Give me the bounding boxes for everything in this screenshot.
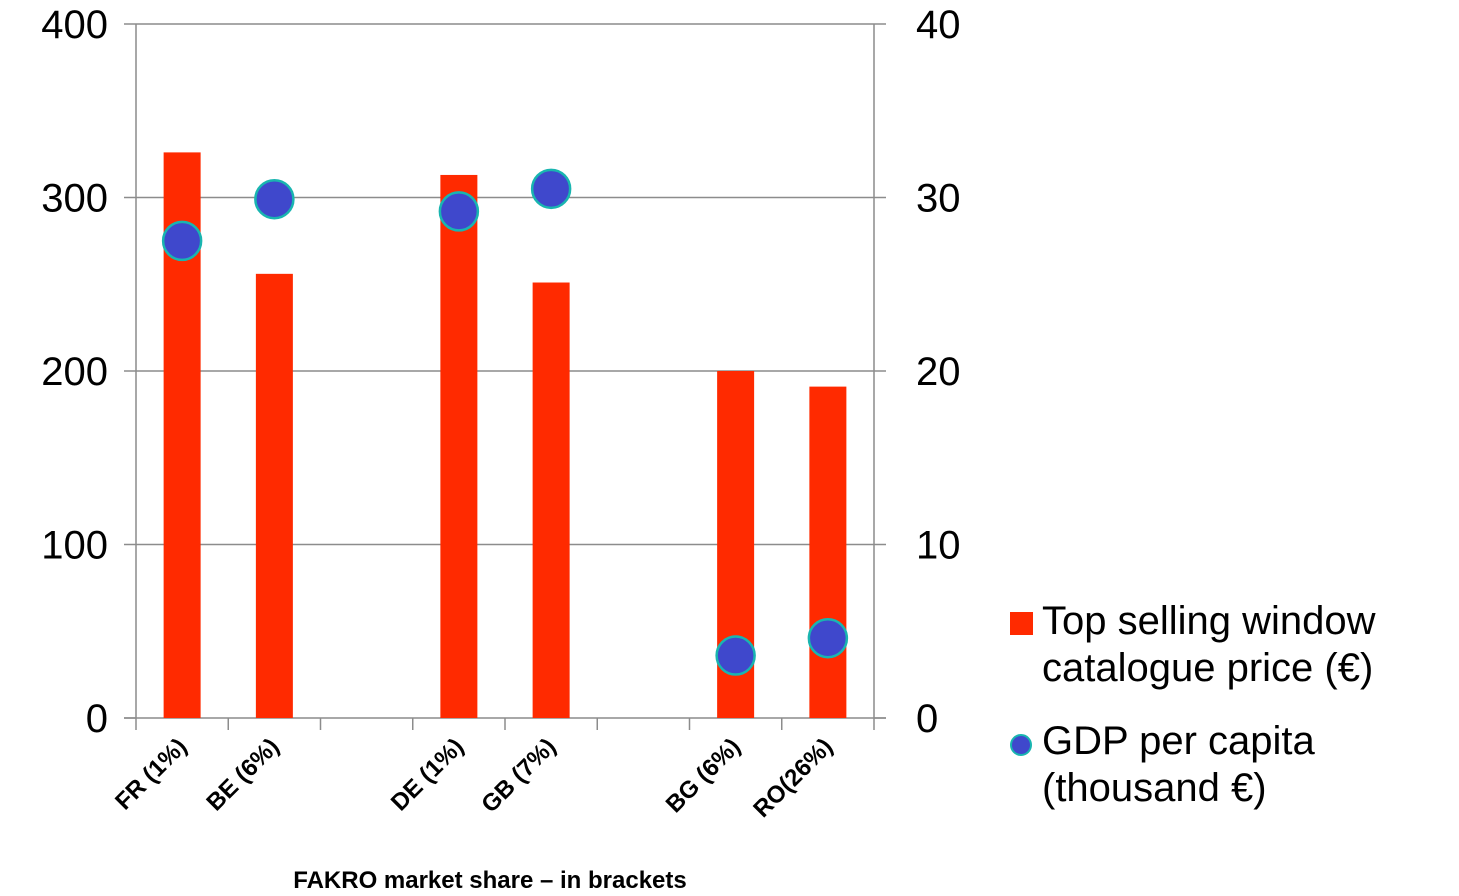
y-tick-label-right: 0 <box>916 697 938 741</box>
legend-swatch-dot <box>1010 734 1032 756</box>
y-tick-label-right: 30 <box>916 177 961 221</box>
bar <box>532 282 570 718</box>
y-tick-label-right: 20 <box>916 350 961 394</box>
gdp-point <box>161 220 203 262</box>
x-tick-label: FR (1%) <box>110 733 192 815</box>
x-tick-label: DE (1%) <box>386 733 469 816</box>
y-tick-label-right: 40 <box>916 3 961 47</box>
legend-item-price: Top selling window catalogue price (€) <box>1008 598 1458 692</box>
gdp-point <box>807 617 849 659</box>
y-tick-label-left: 100 <box>41 524 108 568</box>
bar <box>255 273 293 718</box>
gdp-point <box>254 178 295 220</box>
x-tick-label: BG (6%) <box>661 733 746 818</box>
y-tick-label-left: 300 <box>41 177 108 221</box>
x-tick-label: RO(26%) <box>748 733 838 823</box>
legend-item-gdp: GDP per capita (thousand €) <box>1008 718 1458 812</box>
axes <box>124 23 886 730</box>
legend-swatch-bar <box>1010 612 1033 635</box>
legend-label-gdp: GDP per capita (thousand €) <box>1042 719 1315 810</box>
gdp-point <box>530 168 572 210</box>
gdp-point <box>438 191 480 232</box>
x-axis-label: FAKRO market share – in brackets <box>293 867 687 894</box>
x-tick-label: BE (6%) <box>201 733 284 816</box>
legend: Top selling window catalogue price (€) G… <box>1008 598 1458 812</box>
gridlines <box>136 23 874 546</box>
y-tick-label-left: 400 <box>41 3 108 47</box>
y-tick-label-left: 0 <box>86 697 108 741</box>
x-tick-label: GB (7%) <box>476 733 561 818</box>
y-tick-label-left: 200 <box>41 350 108 394</box>
bar <box>440 174 478 718</box>
gdp-point <box>715 635 756 676</box>
legend-label-price: Top selling window catalogue price (€) <box>1042 599 1376 690</box>
y-tick-label-right: 10 <box>916 524 961 568</box>
dots <box>161 168 849 676</box>
bar <box>809 386 847 718</box>
bars <box>163 152 847 718</box>
